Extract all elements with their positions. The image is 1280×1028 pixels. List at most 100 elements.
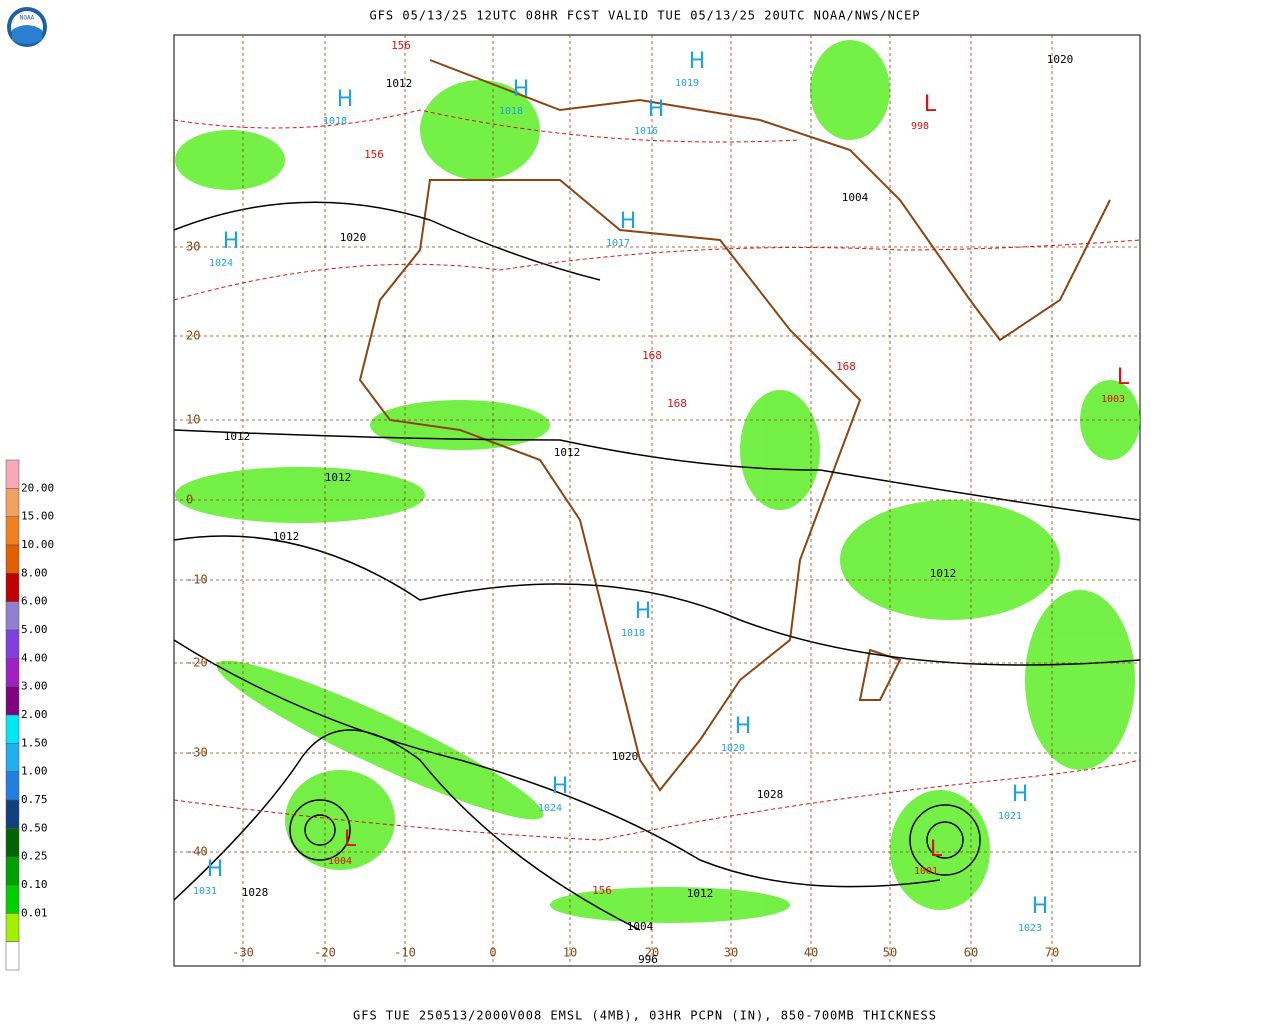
pressure-center-value: 1023 xyxy=(1018,923,1042,934)
latitude-label: -10 xyxy=(186,573,208,587)
isobar-label: 1004 xyxy=(627,920,654,933)
legend-swatch xyxy=(5,941,20,971)
pressure-center-value: 1003 xyxy=(1101,394,1125,405)
legend-swatch xyxy=(5,828,20,857)
latitude-label: 20 xyxy=(186,329,200,343)
longitude-label: 70 xyxy=(1045,946,1059,960)
thickness-label: 168 xyxy=(836,360,856,373)
pressure-center-value: 1019 xyxy=(675,78,699,89)
legend-label: 2.00 xyxy=(21,708,48,721)
longitude-label: 40 xyxy=(804,946,818,960)
legend-swatch xyxy=(5,686,20,716)
isobar-label: 1012 xyxy=(325,471,352,484)
pressure-center-symbol: L xyxy=(1117,365,1130,390)
legend-swatch xyxy=(5,856,20,886)
legend-label: 0.10 xyxy=(21,878,48,891)
pressure-center-symbol: H xyxy=(648,97,665,122)
latitude-label: -30 xyxy=(186,746,208,760)
isobars xyxy=(173,201,1141,931)
thickness-lines xyxy=(173,109,1141,841)
logo-wave xyxy=(12,25,42,44)
precip-legend: 20.00 15.00 10.00 8.00 6.00 5.00 4.00 3.00 2.00 1… xyxy=(5,459,54,971)
thickness-label: 168 xyxy=(667,397,687,410)
thickness-label: 168 xyxy=(642,349,662,362)
pressure-center-symbol: H xyxy=(337,87,354,112)
longitude-label: -30 xyxy=(232,946,254,960)
legend-label: 5.00 xyxy=(21,623,48,636)
pressure-center-symbol: H xyxy=(207,857,224,882)
longitude-label: 60 xyxy=(964,946,978,960)
pressure-center-symbol: H xyxy=(620,209,637,234)
legend-label: 0.75 xyxy=(21,793,48,806)
isobar-label: 1012 xyxy=(273,530,300,543)
precipitation xyxy=(175,40,1140,923)
pressure-center-symbol: H xyxy=(513,77,530,102)
pressure-center-symbol: H xyxy=(223,229,240,254)
africa-coastline xyxy=(358,179,862,792)
header-title: GFS 05/13/25 12UTC 08HR FCST VALID TUE 0… xyxy=(369,9,920,23)
pressure-center-value: 1017 xyxy=(606,238,630,249)
isobar-label: 1020 xyxy=(340,231,367,244)
legend-label: 20.00 xyxy=(21,481,54,494)
legend-swatch xyxy=(5,658,20,687)
pressure-center-symbol: H xyxy=(635,599,652,624)
pressure-center-value: 1024 xyxy=(538,803,562,814)
legend-swatch xyxy=(5,884,20,914)
eurasia-coastline xyxy=(429,59,1111,342)
thickness-label: 156 xyxy=(364,148,384,161)
thickness-label: 156 xyxy=(592,884,612,897)
pressure-center-value: 998 xyxy=(911,121,929,132)
pressure-center-value: 1001 xyxy=(914,866,938,877)
legend-swatch xyxy=(5,714,20,744)
legend-swatch xyxy=(5,799,20,829)
pressure-center-symbol: H xyxy=(1012,782,1029,807)
isobar-label: 1028 xyxy=(242,886,269,899)
legend-swatch xyxy=(5,771,20,801)
isobar-label: 1004 xyxy=(842,191,869,204)
isobar-label: 1012 xyxy=(224,430,251,443)
pressure-center-symbol: L xyxy=(924,92,937,117)
longitude-label: 20 xyxy=(645,946,659,960)
legend-label: 3.00 xyxy=(21,680,48,693)
legend-swatch xyxy=(5,743,20,772)
pressure-center-value: 1018 xyxy=(323,116,347,127)
longitude-label: 10 xyxy=(563,946,577,960)
isobar-label: 996 xyxy=(638,953,658,966)
pressure-center-value: 1016 xyxy=(634,126,658,137)
pressure-center-symbol: H xyxy=(689,49,706,74)
pressure-center-symbol: L xyxy=(344,827,357,852)
thickness-label: 156 xyxy=(391,39,411,52)
isobar-label: 1012 xyxy=(386,77,413,90)
latitude-label: 30 xyxy=(186,240,200,254)
pressure-center-symbol: H xyxy=(735,714,752,739)
latitude-label: 10 xyxy=(186,413,200,427)
legend-label: 4.00 xyxy=(21,651,48,664)
legend-swatch xyxy=(5,913,20,942)
latitude-label: -20 xyxy=(186,656,208,670)
legend-swatch xyxy=(5,459,20,489)
pressure-center-value: 1004 xyxy=(328,856,352,867)
isobar-label: 1020 xyxy=(1047,53,1074,66)
legend-swatch xyxy=(5,601,20,631)
longitude-label: 30 xyxy=(724,946,738,960)
legend-swatch xyxy=(5,544,20,574)
longitude-label: -20 xyxy=(314,946,336,960)
graticule xyxy=(174,35,1140,966)
footer-caption: GFS TUE 250513/2000V008 EMSL (4MB), 03HR… xyxy=(353,1009,937,1023)
legend-label: 15.00 xyxy=(21,510,54,523)
legend-label: 6.00 xyxy=(21,595,48,608)
logo-text: NOAA xyxy=(20,15,35,22)
pressure-center-value: 1031 xyxy=(193,886,217,897)
isobar-label: 1028 xyxy=(757,788,784,801)
legend-label: 8.00 xyxy=(21,566,48,579)
isobar-label: 1020 xyxy=(612,750,639,763)
pressure-center-value: 1024 xyxy=(209,258,233,269)
legend-swatch xyxy=(5,516,20,546)
legend-label: 1.50 xyxy=(21,736,48,749)
isobar-label: 1012 xyxy=(687,887,714,900)
pressure-center-value: 1018 xyxy=(499,106,523,117)
legend-swatch xyxy=(5,573,20,602)
latitude-label: 0 xyxy=(186,493,193,507)
